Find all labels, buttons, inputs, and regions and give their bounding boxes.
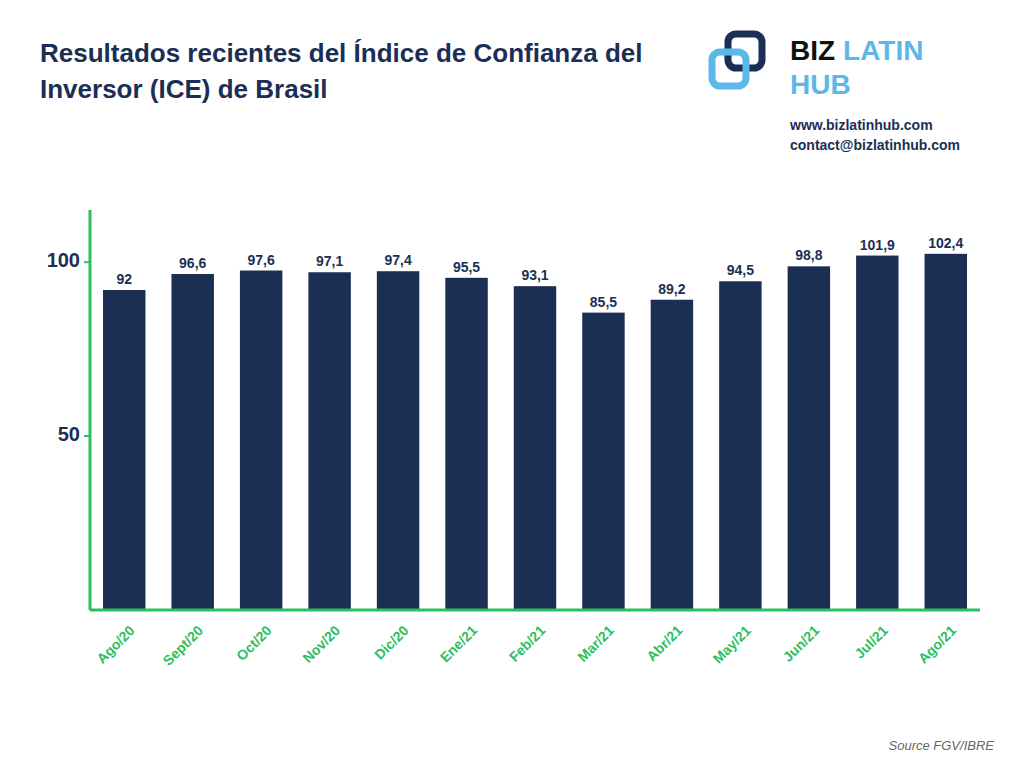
x-tick-label: Ago/21 xyxy=(915,622,959,666)
y-tick-label: 100 xyxy=(47,249,80,271)
bar xyxy=(171,274,213,610)
data-label: 97,6 xyxy=(248,252,275,268)
bar xyxy=(103,290,145,610)
title-line: Inversor (ICE) de Brasil xyxy=(40,74,328,104)
bar xyxy=(651,300,693,610)
y-axis-line xyxy=(89,210,92,610)
logo-icon xyxy=(712,34,762,86)
data-label: 97,1 xyxy=(316,253,343,269)
data-label: 92 xyxy=(116,271,132,287)
bar xyxy=(925,254,967,610)
logo-text: HUB xyxy=(790,69,851,100)
data-label: 97,4 xyxy=(384,252,411,268)
data-label: 89,2 xyxy=(658,281,685,297)
bars xyxy=(103,254,967,610)
bar xyxy=(514,286,556,610)
source: Source FGV/IBRE xyxy=(889,738,995,753)
x-tick-label: Dic/20 xyxy=(371,622,412,663)
bar xyxy=(788,266,830,610)
x-tick-label: Sept/20 xyxy=(160,622,207,669)
logo-link xyxy=(712,52,746,86)
bar xyxy=(719,281,761,610)
bar xyxy=(377,271,419,610)
logo-text: BIZ xyxy=(790,35,835,66)
bar xyxy=(240,271,282,610)
bar xyxy=(582,313,624,610)
x-tick-label: Jul/21 xyxy=(851,622,891,662)
data-label: 102,4 xyxy=(928,235,963,251)
data-label: 94,5 xyxy=(727,262,754,278)
data-label: 96,6 xyxy=(179,255,206,271)
data-label: 93,1 xyxy=(521,267,548,283)
y-tick-label: 50 xyxy=(58,423,80,445)
logo-text: LATIN xyxy=(843,35,923,66)
x-tick-label: Ene/21 xyxy=(437,622,480,665)
data-label: 95,5 xyxy=(453,259,480,275)
background xyxy=(0,0,1024,768)
website: www.bizlatinhub.com xyxy=(789,117,933,133)
x-tick-label: Feb/21 xyxy=(506,622,549,665)
chart: Resultados recientes del Índice de Confi… xyxy=(0,0,1024,768)
bar xyxy=(308,272,350,610)
x-tick-label: Ago/20 xyxy=(93,622,137,666)
data-label: 98,8 xyxy=(795,247,822,263)
data-label: 85,5 xyxy=(590,294,617,310)
title: Resultados recientes del Índice de Confi… xyxy=(40,38,650,104)
x-tick-label: Abr/21 xyxy=(643,622,685,664)
bar xyxy=(445,278,487,610)
x-tick-label: Jun/21 xyxy=(780,622,823,665)
data-label: 101,9 xyxy=(860,237,895,253)
contact: contact@bizlatinhub.com xyxy=(790,137,960,153)
x-tick-label: May/21 xyxy=(710,622,754,666)
x-tick-label: Mar/21 xyxy=(574,622,617,665)
bar xyxy=(856,256,898,610)
x-tick-label: Oct/20 xyxy=(233,622,275,664)
x-tick-label: Nov/20 xyxy=(299,622,343,666)
title-line: Resultados recientes del Índice de Confi… xyxy=(40,38,650,68)
x-axis-line xyxy=(90,609,980,612)
